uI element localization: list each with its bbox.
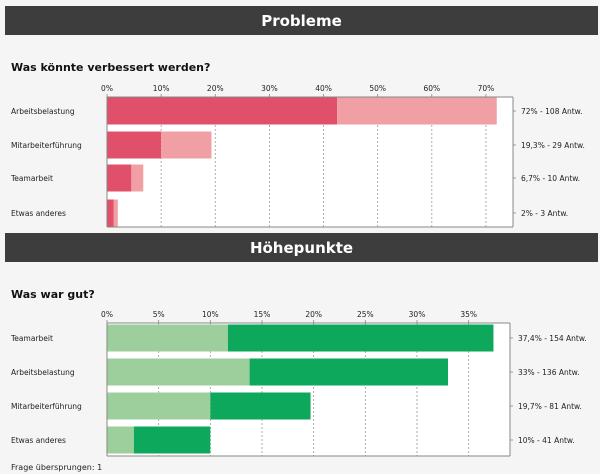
section-title: Höhepunkte — [249, 238, 354, 257]
category-label: Teamarbeit — [10, 334, 53, 343]
section-header-hoehepunkte: Höhepunkte — [5, 233, 598, 262]
category-label: Etwas anderes — [11, 209, 66, 218]
value-label: 19,7% - 81 Antw. — [518, 402, 582, 411]
tick-label: 0% — [101, 310, 113, 319]
value-label: 37,4% - 154 Antw. — [518, 334, 587, 343]
tick-label: 20% — [305, 310, 322, 319]
tick-label: 35% — [460, 310, 477, 319]
bar-segment — [161, 131, 212, 159]
category-label: Arbeitsbelastung — [11, 368, 75, 377]
tick-label: 10% — [153, 84, 170, 93]
value-label: 10% - 41 Antw. — [518, 436, 575, 445]
bar-segment — [113, 199, 118, 227]
chart-hoehepunkte: 0% 5% 10% 15% 20% 25% 30% 35% Teamarbeit 37,4% - … — [10, 310, 587, 457]
value-label: 72% - 108 Antw. — [521, 107, 583, 116]
section-header-probleme: Probleme — [5, 6, 598, 35]
bar-segment — [107, 131, 162, 159]
tick-label: 25% — [357, 310, 374, 319]
category-label: Etwas anderes — [11, 436, 66, 445]
skipped-count: Frage übersprungen: 1 — [11, 463, 103, 472]
question-title: Was könnte verbessert werden? — [11, 61, 211, 74]
tick-label: 10% — [202, 310, 219, 319]
value-label: 33% - 136 Antw. — [518, 368, 580, 377]
bar-segment — [107, 324, 228, 352]
bar-segment — [210, 392, 311, 420]
bar-segment — [107, 199, 114, 227]
chart-probleme: 0% 10% 20% 30% 40% 50% 60% 70% Arbeitsbelastung 7… — [10, 84, 585, 228]
bar-segment — [131, 164, 144, 192]
value-label: 6,7% - 10 Antw. — [521, 174, 580, 183]
bar-segment — [337, 97, 497, 125]
tick-label: 15% — [254, 310, 271, 319]
tick-label: 20% — [207, 84, 224, 93]
tick-label: 0% — [101, 84, 113, 93]
bar-segment — [249, 358, 448, 386]
category-label: Mitarbeiterführung — [11, 141, 82, 150]
bar-segment — [107, 358, 250, 386]
tick-label: 40% — [315, 84, 332, 93]
value-label: 2% - 3 Antw. — [521, 209, 568, 218]
tick-label: 30% — [261, 84, 278, 93]
category-label: Teamarbeit — [10, 174, 53, 183]
category-label: Mitarbeiterführung — [11, 402, 82, 411]
bar-segment — [227, 324, 494, 352]
question-title: Was war gut? — [11, 288, 95, 301]
bar-segment — [107, 97, 338, 125]
tick-label: 60% — [423, 84, 440, 93]
bar-segment — [107, 164, 132, 192]
bar-segment — [107, 392, 211, 420]
tick-label: 70% — [478, 84, 495, 93]
tick-label: 5% — [153, 310, 165, 319]
section-title: Probleme — [261, 11, 342, 30]
bar-segment — [107, 426, 134, 454]
tick-label: 50% — [369, 84, 386, 93]
category-label: Arbeitsbelastung — [11, 107, 75, 116]
bar-segment — [133, 426, 211, 454]
value-label: 19,3% - 29 Antw. — [521, 141, 585, 150]
tick-label: 30% — [409, 310, 426, 319]
